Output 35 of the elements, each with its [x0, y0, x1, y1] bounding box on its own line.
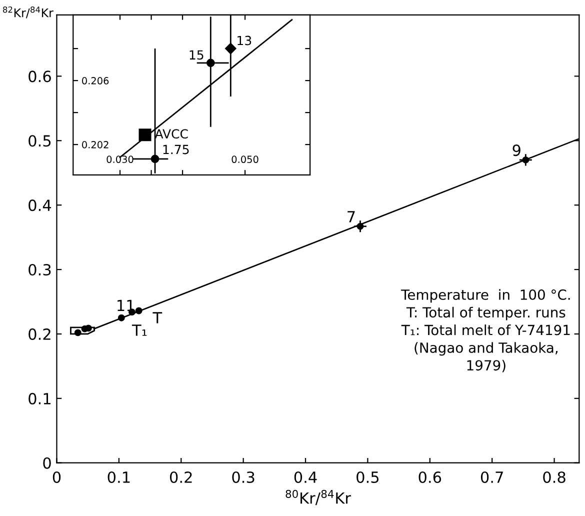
x-tick-label: 0.8	[543, 471, 566, 484]
point	[74, 329, 82, 336]
x-tick-label: 0	[52, 471, 61, 484]
y-axis-title: $^{82}$Kr/$^{84}$Kr	[3, 6, 54, 18]
annotation: T₁	[132, 324, 147, 336]
y-tick-label: 0.206	[82, 77, 109, 84]
annotation: 9	[512, 144, 520, 156]
y-tick-label: 0.4	[28, 200, 52, 212]
y-tick-label: 0.1	[28, 392, 50, 404]
x-tick-label: 0.6	[418, 471, 442, 484]
x-tick-label: 0.050	[232, 156, 258, 164]
y-tick-label: 0.2	[28, 328, 50, 340]
y-tick-label: 0.6	[28, 70, 51, 82]
x-tick-label: 0.3	[232, 471, 254, 484]
annotation: Temperature in 100 °C. T: Total of temper. runs T₁: Total melt of Y-74191 (Nagao and Takaoka, 1979)	[401, 289, 570, 372]
x-axis-title: $^{80}$Kr/$^{84}$Kr	[286, 490, 351, 506]
y-tick-label: 0.3	[28, 264, 51, 276]
x-tick-label: 0.7	[480, 471, 503, 484]
annotation: 13	[238, 36, 252, 46]
point	[135, 307, 142, 314]
x-tick-label: 0.1	[108, 471, 130, 484]
point	[118, 314, 125, 322]
annotation: 1.75	[163, 144, 189, 154]
x-tick-label: 0.5	[356, 471, 379, 484]
y-tick-label: 0.202	[82, 141, 108, 148]
x-tick-label: 0.2	[170, 471, 192, 484]
x-tick-label: 0.4	[294, 471, 317, 484]
y-tick-label: 0	[43, 457, 51, 469]
annotation: 7	[348, 211, 355, 222]
annotation: AVCC	[154, 129, 188, 139]
annotation: T	[152, 312, 162, 324]
y-tick-label: 0.5	[28, 135, 51, 147]
point	[138, 128, 152, 142]
annotation: 15	[190, 50, 204, 60]
x-tick-label: 0.030	[106, 156, 134, 164]
